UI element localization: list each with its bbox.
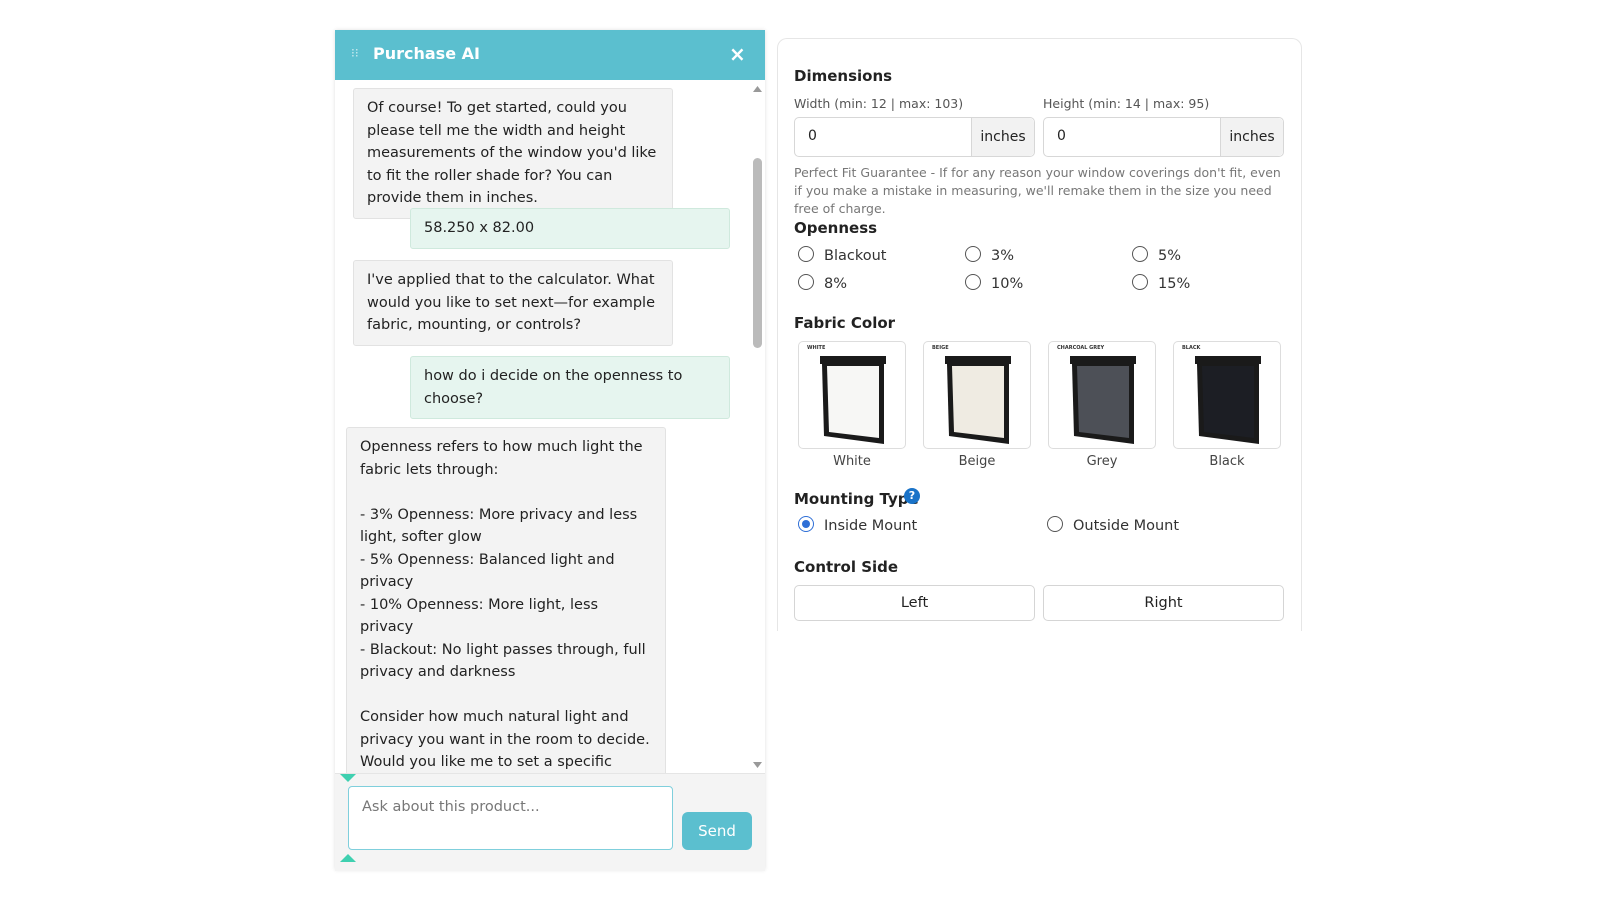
radio-circle[interactable] (798, 246, 814, 262)
swatch-tag: WHITE (807, 345, 826, 351)
control-side-button[interactable]: Left (794, 585, 1035, 621)
fabric-swatch[interactable]: BEIGE (923, 341, 1031, 449)
drag-handle[interactable]: ⁝⁝ (351, 46, 359, 60)
assistant-message: Of course! To get started, could you ple… (353, 88, 673, 219)
chat-panel: ⁝⁝ Purchase AI × Of course! To get start… (335, 30, 765, 871)
field-label: Height (min: 14 | max: 95) (1043, 96, 1210, 111)
openness-option[interactable]: 8% (798, 274, 848, 292)
close-button[interactable]: × (729, 42, 746, 66)
message-list: Of course! To get started, could you ple… (335, 80, 750, 773)
openness-option[interactable]: 5% (1132, 246, 1182, 264)
section-title: Control Side (794, 558, 899, 576)
assistant-message: Openness refers to how much light the fa… (346, 427, 666, 773)
radio-circle[interactable] (965, 274, 981, 290)
swatch-tag: CHARCOAL GREY (1057, 345, 1105, 351)
input-area: Ask about this product... Send (335, 773, 765, 871)
swatch-tag: BLACK (1182, 345, 1201, 351)
radio-circle[interactable] (965, 246, 981, 262)
option-label: 3% (991, 248, 1015, 264)
user-message: how do i decide on the openness to choos… (410, 356, 730, 419)
openness-option[interactable]: Blackout (798, 246, 887, 264)
unit-label: inches (1220, 118, 1283, 156)
radio-circle[interactable] (1132, 246, 1148, 262)
openness-option[interactable]: 15% (1132, 274, 1191, 292)
send-button[interactable]: Send (682, 812, 752, 850)
field-label: Width (min: 12 | max: 103) (794, 96, 964, 111)
swatch-label: Black (1209, 454, 1245, 469)
guarantee-note: Perfect Fit Guarantee - If for any reaso… (794, 165, 1281, 216)
swatch-label: Beige (958, 454, 996, 469)
option-label: Outside Mount (1073, 518, 1180, 534)
dimension-input[interactable]: 0 inches (794, 117, 1035, 157)
section-title: Fabric Color (794, 314, 896, 332)
product-form: Dimensions Width (min: 12 | max: 103) 0 inc… (777, 38, 1302, 631)
shade-illustration (1195, 356, 1261, 444)
mounting-option[interactable]: Inside Mount (798, 516, 918, 534)
shade-illustration (1070, 356, 1136, 444)
radio-circle[interactable] (798, 274, 814, 290)
option-label: 8% (824, 276, 848, 292)
message-input[interactable]: Ask about this product... (348, 786, 673, 850)
resize-handles[interactable] (339, 772, 357, 864)
option-label: Inside Mount (824, 518, 918, 534)
help-icon[interactable]: ? (904, 488, 920, 504)
section-title: Dimensions (794, 67, 893, 85)
option-label: 5% (1158, 248, 1182, 264)
shade-illustration (820, 356, 886, 444)
chat-title: Purchase AI (373, 44, 480, 63)
option-label: Blackout (824, 248, 887, 264)
section-title: Mounting Type (794, 490, 919, 508)
fabric-swatch[interactable]: BLACK (1173, 341, 1281, 449)
dimension-input[interactable]: 0 inches (1043, 117, 1284, 157)
control-side-button[interactable]: Right (1043, 585, 1284, 621)
unit-label: inches (971, 118, 1034, 156)
openness-option[interactable]: 3% (965, 246, 1015, 264)
section-title: Openness (794, 219, 878, 237)
assistant-message: I've applied that to the calculator. Wha… (353, 260, 673, 346)
fabric-swatch[interactable]: CHARCOAL GREY (1048, 341, 1156, 449)
mounting-option[interactable]: Outside Mount (1047, 516, 1180, 534)
option-label: 10% (991, 276, 1024, 292)
swatch-label: Grey (1086, 454, 1118, 469)
scrollbar[interactable] (750, 80, 765, 773)
radio-circle[interactable] (1132, 274, 1148, 290)
fabric-swatch[interactable]: WHITE (798, 341, 906, 449)
user-message: 58.250 x 82.00 (410, 208, 730, 249)
input-value: 0 (1057, 128, 1066, 144)
chat-header: ⁝⁝ Purchase AI × (335, 30, 765, 80)
shade-illustration (945, 356, 1011, 444)
radio-circle[interactable] (1047, 516, 1063, 532)
swatch-label: White (833, 454, 871, 469)
swatch-tag: BEIGE (932, 345, 949, 351)
option-label: 15% (1158, 276, 1191, 292)
openness-option[interactable]: 10% (965, 274, 1024, 292)
input-value: 0 (808, 128, 817, 144)
radio-circle[interactable] (798, 516, 814, 532)
